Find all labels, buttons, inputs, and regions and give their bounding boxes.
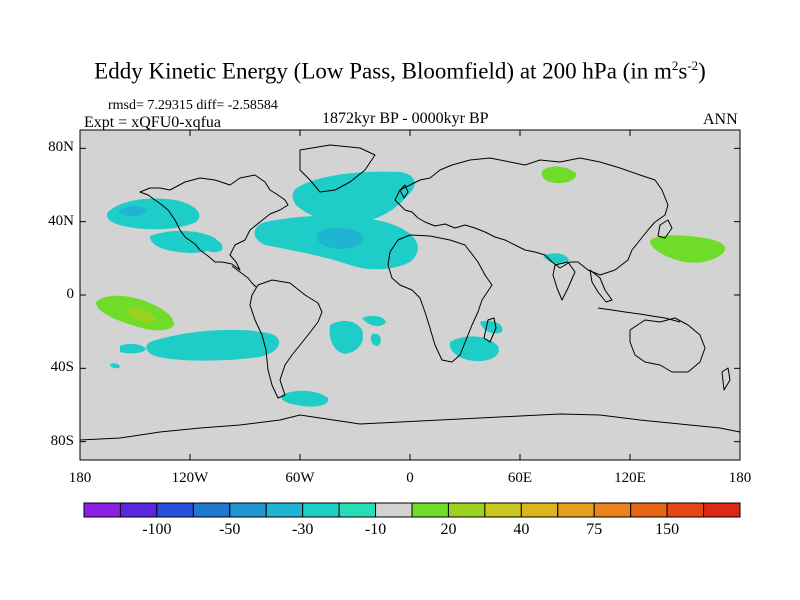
region-south-atlantic [329, 320, 364, 354]
coast-new-zealand [721, 367, 731, 391]
y-tick-label: 40N [48, 212, 74, 229]
colorbar-box [520, 502, 559, 518]
colorbar-box [338, 502, 377, 518]
title-close: ) [698, 58, 706, 84]
region-arabian-sea [543, 253, 569, 265]
region-western-america [150, 230, 218, 253]
y-tick-label: 40S [50, 359, 74, 376]
region-south-pacific-west [120, 343, 146, 354]
region-atlantic-core [316, 228, 363, 249]
colorbar-box [375, 502, 413, 518]
title-unit-s: s [678, 58, 688, 84]
colorbar-box [557, 502, 595, 518]
x-tick-label: 60E [507, 470, 533, 486]
coast-europe [394, 157, 669, 276]
colorbar-label: -100 [142, 521, 172, 538]
coast-antarctica [80, 413, 740, 441]
colorbar [83, 502, 741, 518]
region-gulf-mexico [200, 238, 223, 253]
region-southeast-atlantic [362, 315, 386, 327]
x-tick-label: 180 [728, 470, 752, 486]
anomaly-fields [96, 166, 726, 407]
title-text: Eddy Kinetic Energy (Low Pass, Bloomfiel… [94, 58, 672, 84]
x-tick-label: 120W [171, 470, 209, 486]
colorbar-box [229, 502, 267, 518]
colorbar-label: 40 [513, 521, 530, 538]
region-south-pacific [146, 329, 280, 361]
colorbar-box [666, 502, 705, 518]
colorbar-box [703, 502, 741, 518]
region-southeast-atlantic-2 [370, 333, 381, 346]
colorbar-box [156, 502, 194, 518]
coast-africa [387, 234, 493, 363]
region-madagascar [449, 336, 499, 362]
coastlines [80, 144, 740, 441]
colorbar-box [83, 502, 121, 518]
plot-title: Eddy Kinetic Energy (Low Pass, Bloomfiel… [0, 58, 800, 85]
colorbar-box [484, 502, 522, 518]
colorbar-label: 20 [440, 521, 457, 538]
colorbar-box [593, 502, 632, 518]
colorbar-box [302, 502, 340, 518]
y-tick-label: 80N [48, 139, 74, 156]
colorbar-label: 75 [586, 521, 603, 538]
region-north-atlantic [292, 171, 415, 224]
stats-label: rmsd= 7.29315 diff= -2.58584 [108, 98, 278, 113]
region-south-pacific-spot [110, 363, 120, 369]
region-madagascar-east [480, 320, 503, 334]
coast-south-america [249, 279, 323, 399]
x-tick-label: 180 [68, 470, 92, 486]
period-label: 1872kyr BP - 0000kyr BP [322, 110, 489, 127]
coast-india [552, 261, 576, 301]
region-siberian-arctic [541, 166, 577, 184]
colorbar-box [447, 502, 486, 518]
y-tick-label: 0 [66, 286, 75, 302]
title-sup-1: 2 [671, 58, 679, 73]
colorbar-box [265, 502, 304, 518]
x-tick-label: 120E [614, 470, 646, 486]
x-tick-label: 60W [285, 470, 315, 486]
colorbar-label: -10 [364, 521, 387, 538]
colorbar-box [630, 502, 668, 518]
region-north-pacific-core [119, 206, 147, 217]
y-tick-label: 80S [50, 432, 74, 449]
coast-australia [629, 317, 706, 373]
region-tropical-pacific-core [127, 307, 156, 323]
season-label: ANN [703, 111, 738, 128]
coast-southeast-asia [589, 269, 613, 303]
region-northwest-pacific [650, 235, 726, 263]
coast-japan [657, 219, 673, 239]
coast-north-america [139, 174, 289, 271]
region-southern-ocean [281, 390, 329, 407]
colorbar-label: 150 [655, 521, 680, 538]
coast-central-america [231, 265, 257, 288]
x-tick-label: 0 [406, 470, 414, 486]
coast-madagascar [483, 317, 497, 343]
coast-greenland [299, 144, 376, 193]
experiment-label: Expt = xQFU0-xqfua [84, 114, 222, 131]
title-sup-2: -2 [687, 58, 699, 73]
colorbar-box [411, 502, 449, 518]
coast-indonesia [597, 307, 681, 323]
axis-ticks [79, 130, 741, 460]
colorbar-label: -50 [219, 521, 241, 538]
colorbar-box [119, 502, 158, 518]
colorbar-label: -30 [291, 521, 314, 538]
coast-uk [399, 184, 409, 199]
colorbar-box [192, 502, 231, 518]
